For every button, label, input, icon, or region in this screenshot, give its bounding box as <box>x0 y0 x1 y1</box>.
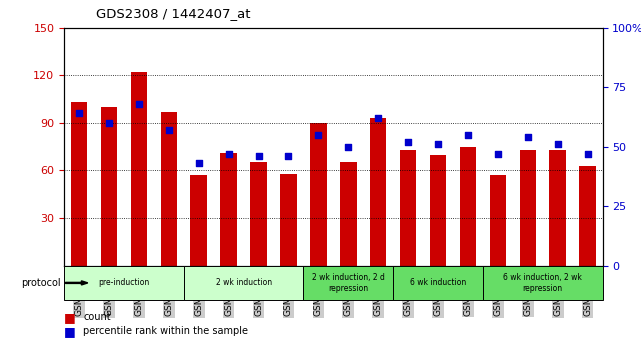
Point <box>433 141 443 147</box>
Bar <box>131 72 147 266</box>
Point <box>194 160 204 166</box>
Text: pre-induction: pre-induction <box>98 278 149 287</box>
Bar <box>490 175 506 266</box>
Point <box>403 139 413 145</box>
Text: protocol: protocol <box>21 278 61 288</box>
Text: 2 wk induction, 2 d
repression: 2 wk induction, 2 d repression <box>312 273 385 293</box>
Point <box>104 120 114 126</box>
Point <box>493 151 503 157</box>
Point <box>224 151 234 157</box>
Bar <box>101 107 117 266</box>
Text: ■: ■ <box>64 311 76 324</box>
Point <box>163 127 174 133</box>
Text: 2 wk induction: 2 wk induction <box>215 278 272 287</box>
Bar <box>250 162 267 266</box>
Point <box>343 144 353 149</box>
Point <box>373 115 383 121</box>
Point <box>463 132 473 137</box>
Bar <box>280 174 297 266</box>
Point <box>283 154 294 159</box>
Bar <box>483 266 603 300</box>
Bar <box>370 118 387 266</box>
Point <box>553 141 563 147</box>
Bar <box>400 150 417 266</box>
Bar <box>160 112 177 266</box>
Bar <box>520 150 536 266</box>
Bar <box>429 155 446 266</box>
Bar <box>64 266 184 300</box>
Bar <box>310 123 326 266</box>
Bar <box>549 150 566 266</box>
Text: percentile rank within the sample: percentile rank within the sample <box>83 326 248 336</box>
Bar <box>460 147 476 266</box>
Bar <box>579 166 596 266</box>
Text: count: count <box>83 313 111 322</box>
Bar <box>184 266 303 300</box>
Bar <box>303 266 393 300</box>
Text: GDS2308 / 1442407_at: GDS2308 / 1442407_at <box>96 7 251 20</box>
Bar <box>393 266 483 300</box>
Text: 6 wk induction, 2 wk
repression: 6 wk induction, 2 wk repression <box>503 273 582 293</box>
Point <box>313 132 324 137</box>
Text: ■: ■ <box>64 325 76 338</box>
Point <box>134 101 144 107</box>
Text: 6 wk induction: 6 wk induction <box>410 278 466 287</box>
Bar <box>340 162 356 266</box>
Point <box>74 110 84 116</box>
Point <box>522 134 533 140</box>
Point <box>583 151 593 157</box>
Bar <box>221 153 237 266</box>
Bar <box>190 175 207 266</box>
Bar <box>71 102 87 266</box>
Point <box>253 154 263 159</box>
